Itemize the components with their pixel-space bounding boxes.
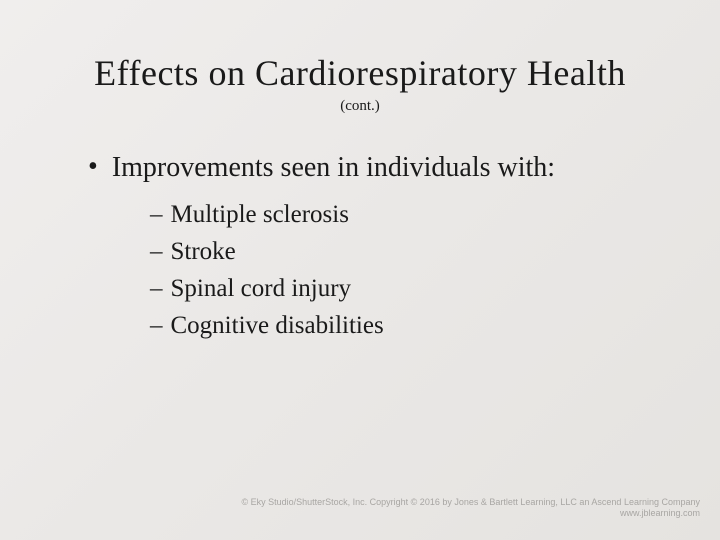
footer-line-1: © Eky Studio/ShutterStock, Inc. Copyrigh…: [241, 497, 700, 509]
slide-container: Effects on Cardiorespiratory Health (con…: [0, 0, 720, 540]
sub-item-text: Stroke: [171, 236, 236, 267]
slide-title: Effects on Cardiorespiratory Health: [60, 52, 660, 94]
slide-subtitle: (cont.): [60, 98, 660, 115]
main-bullet: • Improvements seen in individuals with:: [88, 151, 660, 185]
dash-icon: –: [150, 236, 163, 267]
list-item: – Stroke: [150, 236, 660, 267]
bullet-icon: •: [88, 153, 98, 181]
dash-icon: –: [150, 273, 163, 304]
sub-bullet-list: – Multiple sclerosis – Stroke – Spinal c…: [150, 199, 660, 342]
list-item: – Cognitive disabilities: [150, 310, 660, 341]
sub-item-text: Spinal cord injury: [171, 273, 352, 304]
list-item: – Spinal cord injury: [150, 273, 660, 304]
sub-item-text: Multiple sclerosis: [171, 199, 349, 230]
dash-icon: –: [150, 310, 163, 341]
footer-line-2: www.jblearning.com: [241, 508, 700, 520]
copyright-footer: © Eky Studio/ShutterStock, Inc. Copyrigh…: [241, 497, 700, 520]
dash-icon: –: [150, 199, 163, 230]
sub-item-text: Cognitive disabilities: [171, 310, 384, 341]
list-item: – Multiple sclerosis: [150, 199, 660, 230]
main-bullet-text: Improvements seen in individuals with:: [112, 151, 555, 185]
